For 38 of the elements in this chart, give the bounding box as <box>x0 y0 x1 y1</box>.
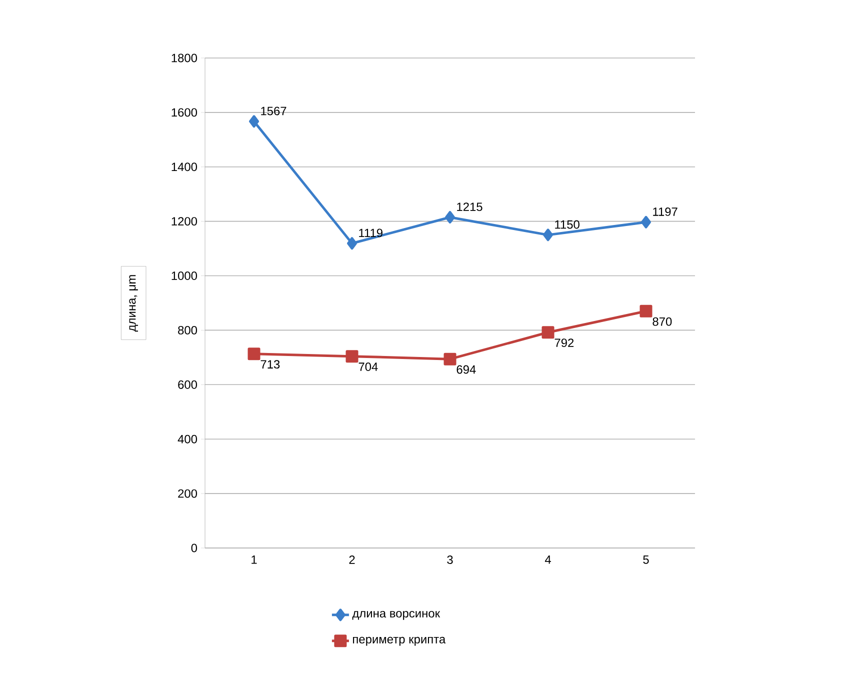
x-tick-label: 2 <box>349 556 355 564</box>
y-tick-label: 600 <box>178 380 198 389</box>
point <box>346 350 358 363</box>
point <box>542 326 554 339</box>
data-label: 870 <box>652 317 672 326</box>
y-tick-label: 1800 <box>172 54 198 62</box>
point <box>249 115 259 128</box>
data-label: 1215 <box>457 202 482 212</box>
data-label: 713 <box>260 360 280 369</box>
x-tick-label: 3 <box>447 556 453 564</box>
x-tick-label: 5 <box>643 556 649 564</box>
point <box>640 304 652 318</box>
y-tick-label: 1200 <box>172 217 198 226</box>
y-tick-label: 0 <box>191 544 198 552</box>
point <box>347 237 357 250</box>
data-label: 1150 <box>555 220 580 229</box>
point <box>248 348 260 360</box>
data-label: 704 <box>358 362 378 371</box>
y-tick-label: 200 <box>178 489 198 498</box>
legend-label: периметр крипта <box>353 636 446 646</box>
y-tick-label: 1600 <box>172 108 198 117</box>
point <box>641 216 652 228</box>
x-tick-label: 1 <box>252 556 257 564</box>
x-tick-label: 4 <box>544 556 551 564</box>
data-label: 1119 <box>359 228 382 238</box>
legend-label: длина ворсинок <box>352 610 440 620</box>
y-tick-label: 800 <box>178 326 198 334</box>
y-tick-label: 1000 <box>172 272 198 280</box>
data-label: 792 <box>554 338 574 348</box>
point <box>445 210 456 224</box>
data-label: 1197 <box>653 207 678 216</box>
data-label: 1567 <box>261 106 286 116</box>
point <box>543 228 554 242</box>
point <box>444 352 456 366</box>
y-tick-label: 400 <box>178 434 198 444</box>
y-tick-label: 1400 <box>172 162 198 172</box>
data-label: 694 <box>456 365 476 374</box>
y-axis-title: длина, μm <box>129 275 138 332</box>
